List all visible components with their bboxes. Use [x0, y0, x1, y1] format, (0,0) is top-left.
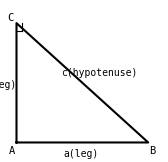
- Text: c(hypotenuse): c(hypotenuse): [61, 68, 137, 78]
- Text: a(leg): a(leg): [63, 149, 98, 159]
- Text: b(leg): b(leg): [0, 80, 16, 90]
- Text: C: C: [8, 13, 14, 23]
- Text: A: A: [9, 146, 15, 156]
- Text: B: B: [149, 146, 155, 156]
